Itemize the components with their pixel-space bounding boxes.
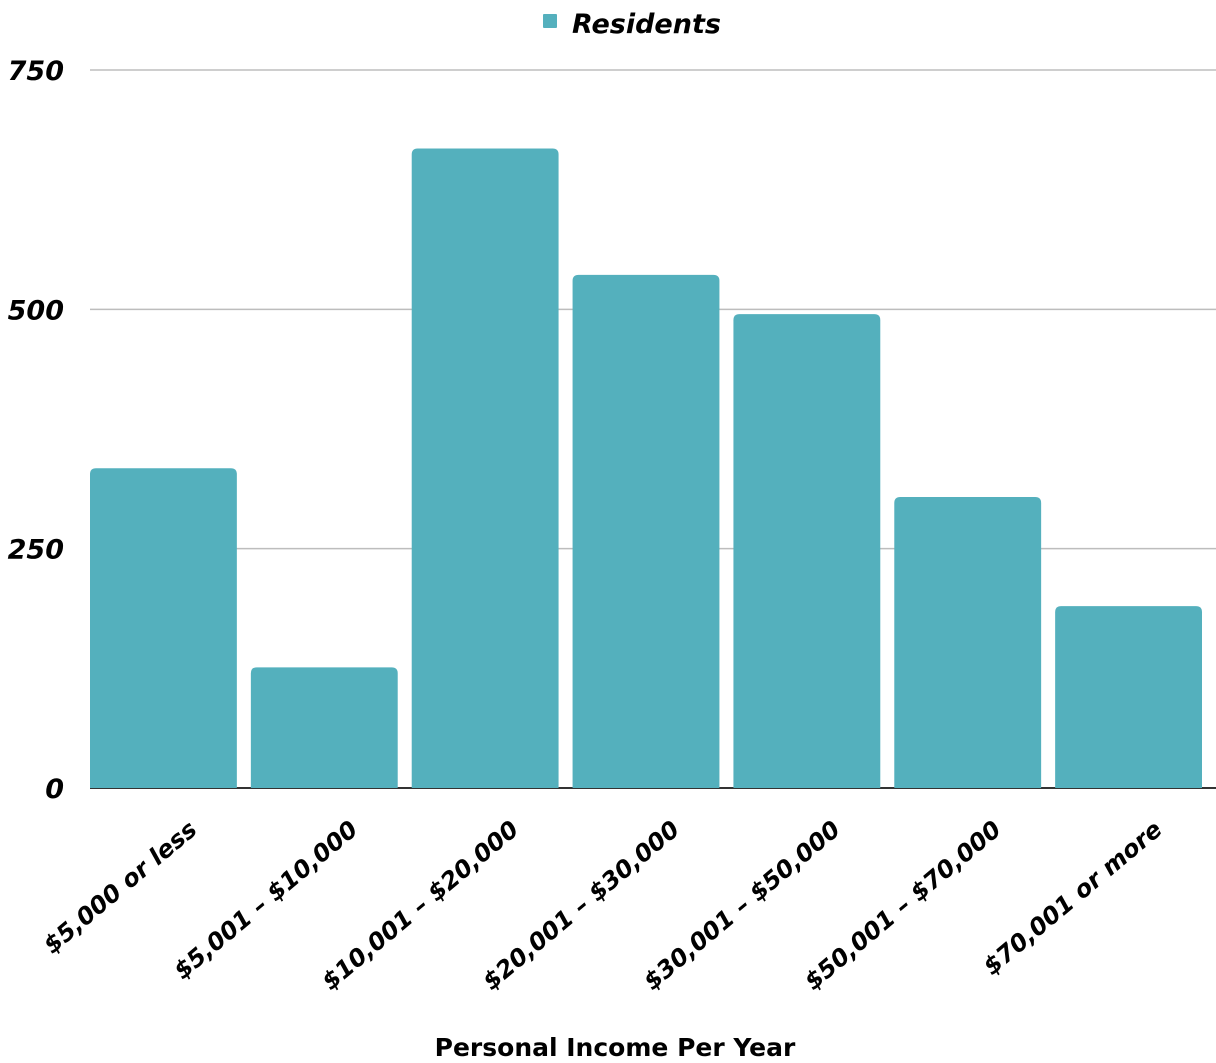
bar [250,667,398,788]
x-tick-label: $5,000 or less [38,815,202,959]
legend: Residents [543,9,721,40]
legend-label-residents: Residents [572,9,721,40]
legend-swatch-residents [543,14,557,28]
bar [572,274,720,788]
x-tick-label: $70,001 or more [978,815,1168,980]
y-tick-label: 500 [8,295,64,326]
x-axis-title: Personal Income Per Year [435,1033,796,1062]
bar [894,496,1042,788]
y-tick-label: 0 [45,774,64,805]
y-axis-ticks: 0 250 500 750 [8,56,64,805]
bar [411,148,559,788]
bars [90,148,1202,788]
bar [90,468,237,788]
bar [733,314,881,788]
y-tick-label: 250 [8,535,64,566]
y-tick-label: 750 [8,56,64,87]
x-axis-ticks: $5,000 or less$5,001 – $10,000$10,001 – … [38,815,1167,995]
bar [1055,606,1202,788]
